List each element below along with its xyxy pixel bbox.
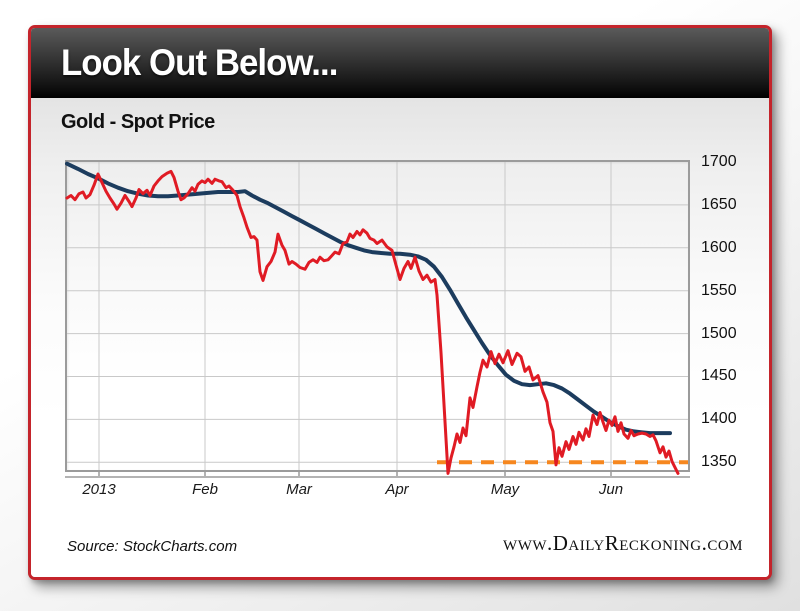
website-credit: www.DailyReckoning.com [503, 531, 743, 555]
x-tick-label: Mar [286, 481, 312, 498]
x-axis-baseline [65, 476, 690, 478]
chart-area: Gold - Spot Price 1700 1650 1600 1550 1500 14… [31, 98, 769, 577]
x-axis-tick [298, 472, 300, 476]
x-axis-tick [98, 472, 100, 476]
y-tick-label: 1500 [701, 324, 737, 342]
y-tick-label: 1450 [701, 367, 737, 385]
gold-price-chart [65, 161, 688, 475]
y-tick-label: 1400 [701, 410, 737, 428]
x-axis-tick [610, 472, 612, 476]
x-tick-label: Jun [598, 481, 624, 498]
y-tick-label: 1650 [701, 195, 737, 213]
page-title: Look Out Below... [61, 42, 338, 83]
x-axis-tick [396, 472, 398, 476]
y-tick-label: 1350 [701, 453, 737, 471]
y-tick-label: 1700 [701, 153, 737, 170]
x-tick-label: May [490, 481, 520, 498]
chart-panel: Look Out Below... Gold - Spot Price 1700… [28, 25, 772, 580]
chart-subtitle: Gold - Spot Price [61, 111, 215, 133]
x-tick-label: Feb [192, 481, 218, 498]
x-axis-tick [504, 472, 506, 476]
series-line-gold-spot-price [65, 169, 680, 475]
x-axis-tick [204, 472, 206, 476]
y-tick-label: 1550 [701, 281, 737, 299]
source-credit: Source: StockCharts.com [67, 538, 238, 555]
title-bar: Look Out Below... [31, 28, 769, 98]
y-tick-label: 1600 [701, 238, 737, 256]
series-line-moving-average [65, 161, 672, 436]
plot-frame [65, 160, 690, 475]
x-tick-label: Apr [385, 481, 409, 498]
x-tick-label: 2013 [82, 481, 116, 498]
